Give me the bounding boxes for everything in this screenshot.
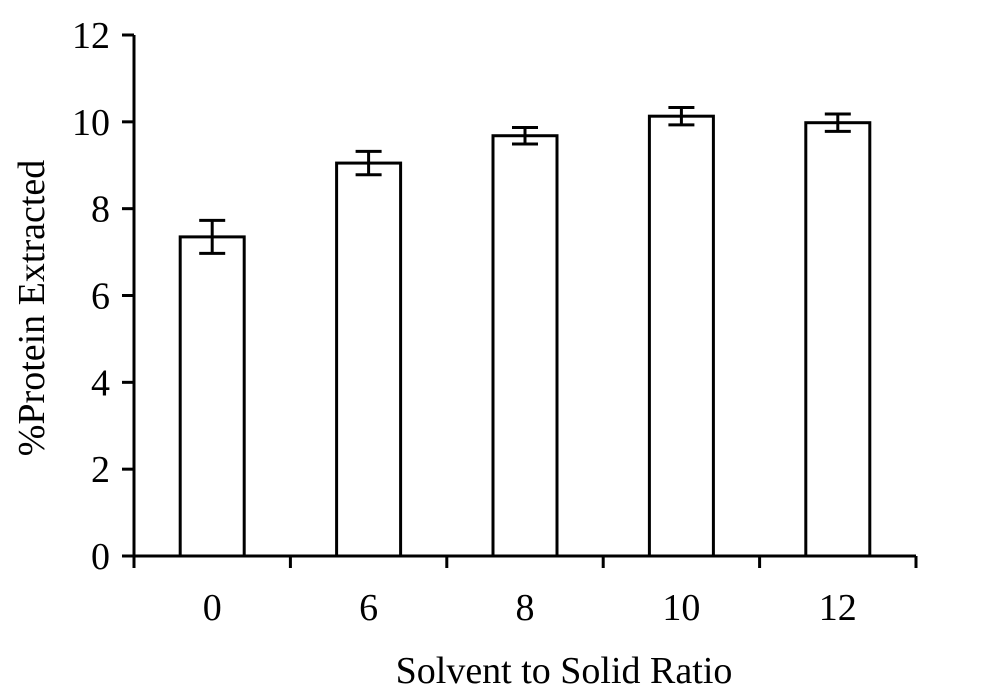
bar xyxy=(804,121,872,558)
y-tick-label: 6 xyxy=(91,276,110,318)
y-tick-label: 0 xyxy=(91,536,110,578)
x-tick-label: 10 xyxy=(662,587,700,629)
x-ticks-group: 0 6 8 10 12 xyxy=(132,556,918,629)
bars-group xyxy=(178,114,872,558)
y-tick-label: 10 xyxy=(72,102,110,144)
bar xyxy=(178,235,246,558)
x-tick-label: 8 xyxy=(516,587,535,629)
error-bar xyxy=(199,218,226,255)
bar xyxy=(491,134,559,558)
y-tick-label: 12 xyxy=(72,15,110,57)
x-axis-title: Solvent to Solid Ratio xyxy=(396,650,733,692)
y-axis-title: %Protein Extracted xyxy=(11,160,53,457)
error-bar xyxy=(824,112,851,133)
x-tick-label: 0 xyxy=(203,587,222,629)
x-tick-label: 12 xyxy=(819,587,857,629)
x-tick-label: 6 xyxy=(359,587,378,629)
error-bar xyxy=(512,125,538,146)
error-bars-group xyxy=(199,106,851,255)
error-bar xyxy=(668,106,695,127)
error-bar xyxy=(355,149,382,177)
bar xyxy=(335,161,403,558)
y-ticks-group: 0 2 4 6 8 10 12 xyxy=(72,15,134,578)
y-tick-label: 8 xyxy=(91,189,110,231)
y-tick-label: 2 xyxy=(91,449,110,491)
y-tick-label: 4 xyxy=(91,362,110,404)
bar xyxy=(647,114,715,558)
